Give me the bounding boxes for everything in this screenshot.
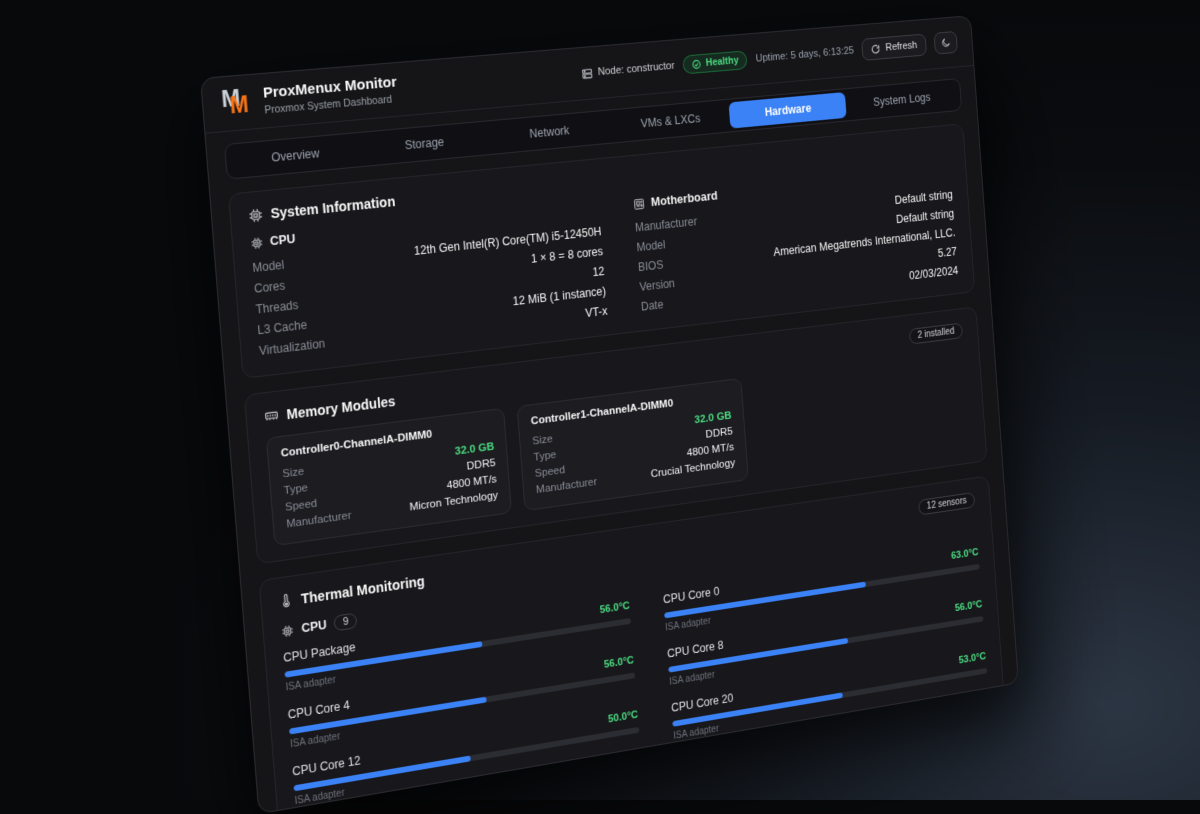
- node-indicator: Node: constructor: [580, 60, 675, 80]
- memory-icon: [264, 407, 280, 424]
- chip-icon: [248, 207, 264, 223]
- thermometer-icon: [278, 592, 294, 609]
- memory-module-card: Controller0-ChannelA-DIMM0 Size 32.0 GB T…: [265, 407, 513, 547]
- installed-count-badge: 2 installed: [908, 322, 964, 345]
- cpu-icon: [281, 623, 295, 638]
- tab-network[interactable]: Network: [529, 123, 570, 141]
- main-content: System Information CPU Model 12th Gen Int…: [210, 122, 1018, 814]
- tab-overview[interactable]: Overview: [270, 146, 320, 165]
- section-title: Thermal Monitoring: [300, 572, 426, 607]
- refresh-button[interactable]: Refresh: [861, 33, 928, 61]
- tab-system-logs[interactable]: System Logs: [872, 90, 931, 109]
- sensor-count-badge: 12 sensors: [918, 491, 976, 516]
- refresh-icon: [871, 43, 881, 54]
- moon-icon: [941, 37, 952, 49]
- cpu-info-block: CPU Model 12th Gen Intel(R) Core(TM) i5-1…: [250, 201, 608, 361]
- cpu-icon: [250, 236, 264, 250]
- uptime-label: Uptime: 5 days, 6:13:25: [755, 45, 855, 65]
- group-title: CPU: [300, 617, 328, 636]
- motherboard-info-block: Motherboard Manufacturer Default string M…: [633, 165, 959, 316]
- status-cluster: Node: constructor Healthy Uptime: 5 days…: [580, 30, 958, 85]
- theme-toggle-button[interactable]: [933, 30, 958, 55]
- check-circle-icon: [692, 58, 702, 69]
- brand: M M ProxMenux Monitor Proxmox System Das…: [220, 73, 399, 121]
- server-icon: [580, 67, 593, 80]
- tab-hardware[interactable]: Hardware: [728, 92, 847, 129]
- node-label: Node: constructor: [597, 60, 675, 79]
- proxmenux-logo-icon: M M: [220, 84, 250, 119]
- section-title: Memory Modules: [285, 392, 396, 422]
- health-label: Healthy: [705, 54, 740, 69]
- group-count-badge: 9: [333, 612, 358, 632]
- motherboard-icon: [633, 197, 645, 210]
- section-title: System Information: [270, 193, 396, 222]
- dashboard-window: M M ProxMenux Monitor Proxmox System Das…: [200, 15, 1019, 814]
- tab-storage[interactable]: Storage: [404, 135, 445, 153]
- tab-vms-lxcs[interactable]: VMs & LXCs: [640, 111, 701, 131]
- health-status-badge: Healthy: [682, 50, 748, 75]
- memory-module-card: Controller1-ChannelA-DIMM0 Size 32.0 GB T…: [516, 377, 749, 512]
